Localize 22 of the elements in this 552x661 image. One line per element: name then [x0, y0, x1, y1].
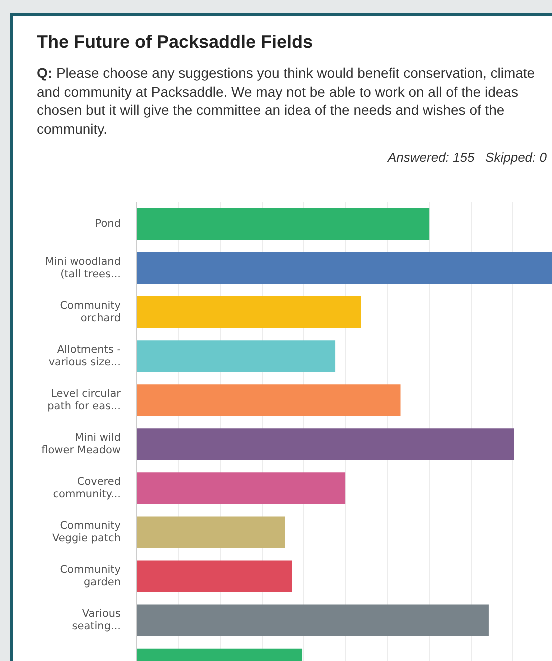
bar [138, 208, 430, 240]
bar [138, 560, 292, 592]
y-tick-label: Level circular path for eas... [48, 388, 122, 412]
bar [138, 340, 336, 372]
chart-title: The Future of Packsaddle Fields [37, 32, 314, 53]
y-tick-label: Mini wild flower Meadow [42, 432, 122, 457]
text: Answered: 155 Skipped: 0 [388, 150, 547, 165]
y-tick-label: Community garden [60, 564, 121, 589]
bar [138, 296, 362, 328]
chart-subtitle: Q: Please choose any suggestions you think would benefit conservation, climate and community at Packsaddle. We may not be able to work on all of the ideas chosen but it will give the committee an idea of the needs and wishes of the community. [37, 64, 536, 138]
bar [138, 428, 514, 460]
bar [138, 604, 489, 636]
y-tick-label: Covered community... [53, 476, 121, 501]
y-tick-label: Community orchard [60, 300, 121, 324]
y-tick-label: Pond [95, 218, 121, 230]
y-tick-label: Allotments - various size... [48, 344, 122, 368]
y-tick-label: Mini woodland (tall trees... [45, 256, 121, 280]
bar [138, 516, 286, 548]
bar [138, 472, 346, 504]
y-tick-label: Various seating... [72, 608, 121, 633]
bar [138, 384, 401, 416]
y-tick-label: Community Veggie patch [52, 520, 121, 545]
